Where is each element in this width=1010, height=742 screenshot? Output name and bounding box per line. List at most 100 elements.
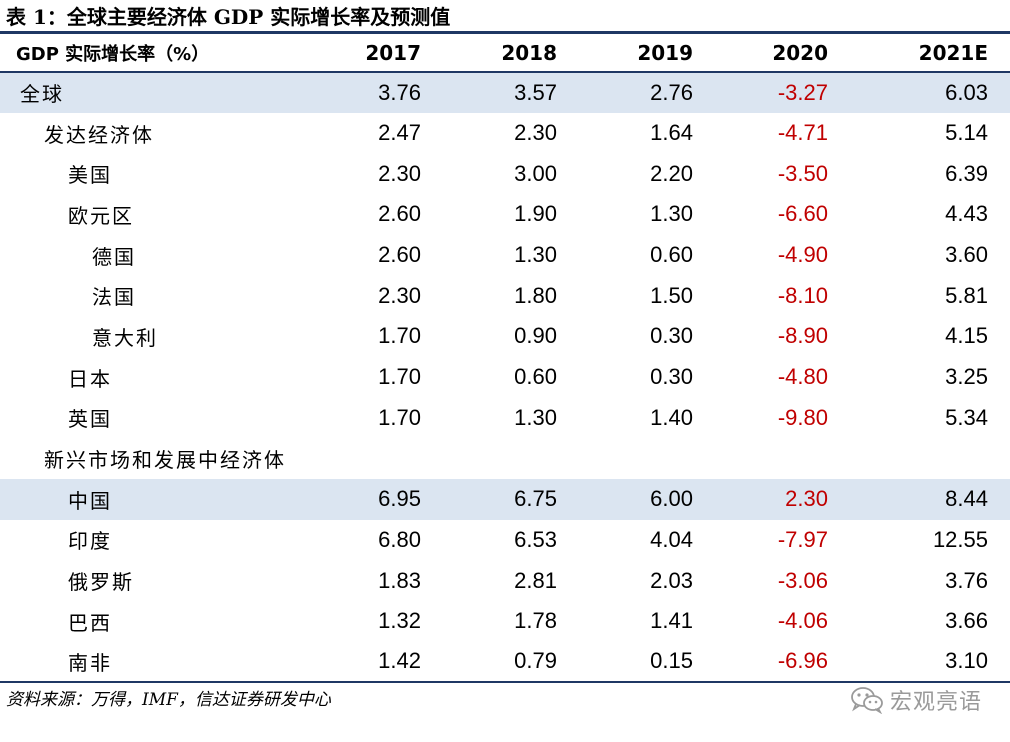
cell-value: 8.44	[850, 478, 1010, 520]
row-label: 日本	[68, 366, 112, 391]
cell-value: -9.80	[777, 404, 828, 430]
cell-value	[338, 438, 443, 479]
cell-value: 2.47	[378, 120, 421, 146]
cell-value: 1.90	[514, 201, 557, 227]
cell-value: -6.60	[777, 201, 828, 227]
cell-value: 5.14	[945, 120, 988, 146]
cell-value: 3.00	[514, 160, 557, 186]
cell-value: 4.04	[650, 526, 693, 552]
cell-value: -3.50	[777, 160, 828, 186]
column-header-year: 2021E	[850, 34, 1010, 73]
cell-value: 0.79	[443, 641, 579, 684]
row-label: 印度	[68, 529, 112, 554]
table-row: 意大利 1.70 0.90 0.30 -8.90 4.15	[0, 316, 1010, 357]
table-row: 俄罗斯 1.83 2.81 2.03 -3.06 3.76	[0, 560, 1010, 601]
cell-value	[715, 438, 850, 479]
table-row: 巴西 1.32 1.78 1.41 -4.06 3.66	[0, 601, 1010, 642]
table-row: 美国 2.30 3.00 2.20 -3.50 6.39	[0, 153, 1010, 194]
table-title: 表 1：全球主要经济体 GDP 实际增长率及预测值	[6, 5, 451, 29]
cell-value: 2.30	[715, 478, 850, 520]
cell-value: 1.30	[650, 201, 693, 227]
cell-value: 2.20	[650, 160, 693, 186]
cell-value: -3.06	[777, 567, 828, 593]
table-row: 发达经济体 2.47 2.30 1.64 -4.71 5.14	[0, 113, 1010, 154]
cell-value: 1.70	[378, 364, 421, 390]
cell-value: 6.80	[378, 526, 421, 552]
cell-value: -4.90	[777, 242, 828, 268]
cell-value: 6.00	[579, 478, 715, 520]
table-row: 日本 1.70 0.60 0.30 -4.80 3.25	[0, 357, 1010, 398]
table-row: 德国 2.60 1.30 0.60 -4.90 3.60	[0, 235, 1010, 276]
cell-value: 5.81	[945, 282, 988, 308]
cell-value: 3.57	[443, 72, 579, 113]
cell-value: 0.30	[650, 323, 693, 349]
cell-value: 0.30	[650, 364, 693, 390]
cell-value: -4.06	[777, 608, 828, 634]
cell-value: -3.27	[715, 72, 850, 113]
cell-value: 4.43	[945, 201, 988, 227]
cell-value: -6.96	[715, 641, 850, 684]
cell-value: 1.32	[378, 608, 421, 634]
cell-value: 1.78	[514, 608, 557, 634]
table-row: 英国 1.70 1.30 1.40 -9.80 5.34	[0, 398, 1010, 439]
table-row: 印度 6.80 6.53 4.04 -7.97 12.55	[0, 520, 1010, 561]
cell-value: 0.90	[514, 323, 557, 349]
column-header-year: 2020	[715, 34, 850, 73]
cell-value: 0.60	[514, 364, 557, 390]
table-row: 南非 1.42 0.79 0.15 -6.96 3.10	[0, 641, 1010, 684]
cell-value: 3.76	[338, 72, 443, 113]
gdp-table: GDP 实际增长率（%） 2017 2018 2019 2020 2021E 全…	[0, 34, 1010, 684]
cell-value: 4.15	[945, 323, 988, 349]
cell-value: 6.95	[338, 478, 443, 520]
table-row: 欧元区 2.60 1.90 1.30 -6.60 4.43	[0, 194, 1010, 235]
cell-value: 1.41	[650, 608, 693, 634]
table-row-group: 新兴市场和发展中经济体	[0, 438, 1010, 479]
row-label: 美国	[68, 163, 112, 188]
cell-value: 2.60	[378, 242, 421, 268]
row-label: 俄罗斯	[68, 570, 134, 595]
row-label: 全球	[0, 72, 338, 113]
watermark: 宏观亮语	[850, 684, 982, 716]
column-header-year: 2018	[443, 34, 579, 73]
cell-value	[579, 438, 715, 479]
cell-value: -8.90	[777, 323, 828, 349]
cell-value: 12.55	[932, 526, 988, 552]
cell-value: 0.60	[650, 242, 693, 268]
table-header-row: GDP 实际增长率（%） 2017 2018 2019 2020 2021E	[0, 34, 1010, 73]
row-label: 新兴市场和发展中经济体	[44, 448, 286, 473]
cell-value: 1.30	[514, 242, 557, 268]
row-label: 英国	[68, 407, 112, 432]
cell-value: 2.76	[579, 72, 715, 113]
watermark-text: 宏观亮语	[889, 690, 982, 715]
row-label: 发达经济体	[44, 122, 154, 147]
cell-value: 1.70	[378, 323, 421, 349]
cell-value: 1.50	[650, 282, 693, 308]
cell-value: 2.81	[514, 567, 557, 593]
cell-value	[443, 438, 579, 479]
row-label: 中国	[0, 478, 338, 520]
row-label: 巴西	[68, 610, 112, 635]
cell-value: -4.71	[777, 120, 828, 146]
table-row: 法国 2.30 1.80 1.50 -8.10 5.81	[0, 275, 1010, 316]
wechat-icon	[850, 686, 884, 714]
cell-value: 6.75	[443, 478, 579, 520]
cell-value: 1.30	[514, 404, 557, 430]
row-label: 德国	[92, 244, 136, 269]
row-label: 欧元区	[68, 203, 134, 228]
cell-value: 6.39	[945, 160, 988, 186]
cell-value: 5.34	[945, 404, 988, 430]
cell-value: 3.66	[945, 608, 988, 634]
row-label: 南非	[0, 641, 338, 684]
table-row-global: 全球 3.76 3.57 2.76 -3.27 6.03	[0, 72, 1010, 113]
column-header-year: 2019	[579, 34, 715, 73]
cell-value	[850, 438, 1010, 479]
cell-value: 1.80	[514, 282, 557, 308]
cell-value: -7.97	[777, 526, 828, 552]
cell-value: 1.42	[338, 641, 443, 684]
cell-value: 2.30	[378, 160, 421, 186]
row-label: 意大利	[92, 325, 158, 350]
cell-value: 3.10	[850, 641, 1010, 684]
cell-value: 2.30	[514, 120, 557, 146]
cell-value: 3.25	[945, 364, 988, 390]
cell-value: 6.53	[514, 526, 557, 552]
